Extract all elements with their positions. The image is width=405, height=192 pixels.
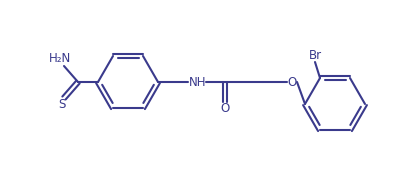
Text: S: S (58, 98, 66, 112)
Text: Br: Br (309, 49, 322, 61)
Text: O: O (220, 103, 230, 116)
Text: H₂N: H₂N (49, 51, 71, 65)
Text: NH: NH (189, 75, 207, 89)
Text: O: O (288, 75, 296, 89)
